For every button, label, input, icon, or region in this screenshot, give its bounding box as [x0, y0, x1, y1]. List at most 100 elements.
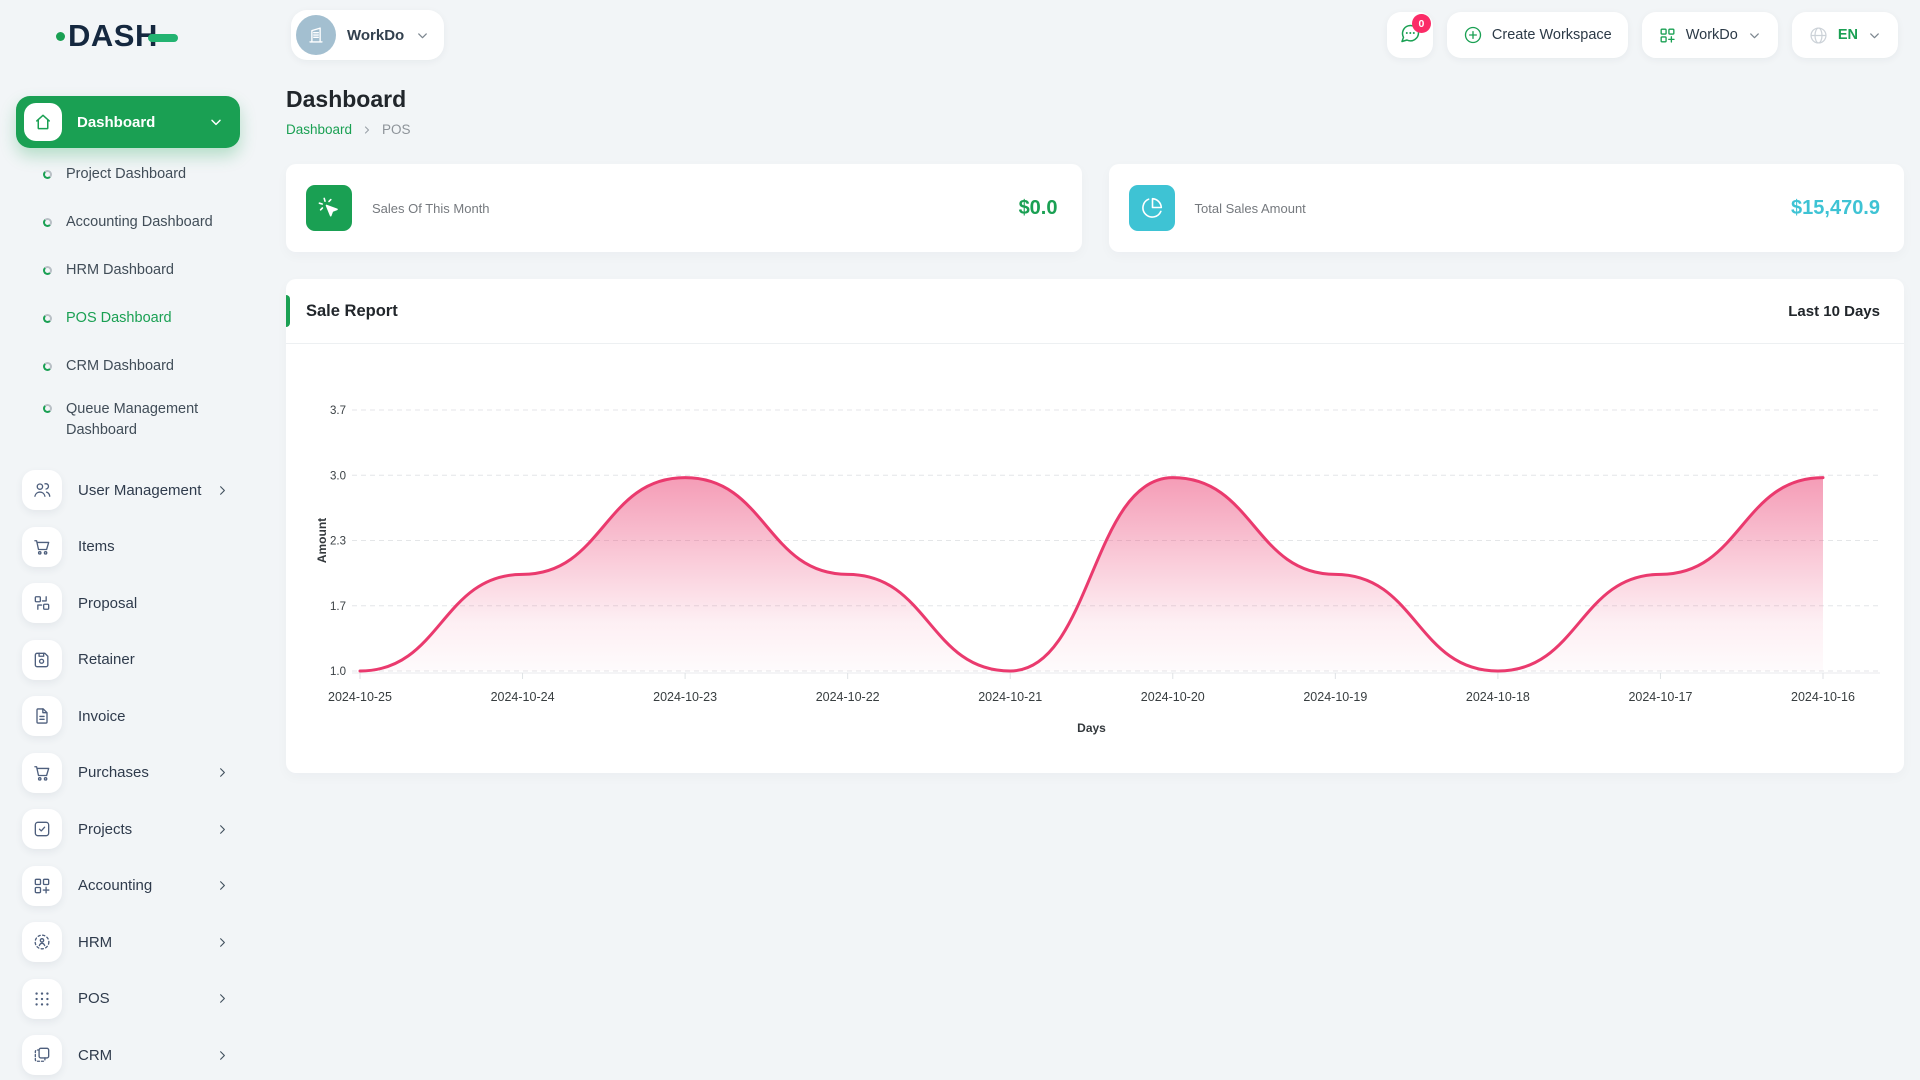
sidebar-item-label: Projects: [78, 820, 133, 838]
main-content: Dashboard Dashboard POS Sales Of This Mo…: [286, 72, 1904, 773]
sidebar-item-label: Retainer: [78, 651, 135, 669]
pie-chart-icon: [1128, 185, 1175, 231]
retainer-icon: [22, 639, 62, 680]
svg-text:2024-10-25: 2024-10-25: [328, 690, 392, 704]
sidebar-subitem-label: HRM Dashboard: [66, 262, 174, 278]
sidebar-item-hrm[interactable]: HRM: [0, 914, 258, 971]
proposal-icon: [22, 583, 62, 624]
language-label: EN: [1837, 27, 1858, 43]
chart-title: Sale Report: [306, 301, 398, 320]
svg-text:2024-10-20: 2024-10-20: [1141, 690, 1205, 704]
stat-label: Total Sales Amount: [1194, 200, 1306, 216]
svg-text:2024-10-18: 2024-10-18: [1466, 690, 1530, 704]
messages-button[interactable]: 0: [1386, 12, 1433, 58]
svg-text:Amount: Amount: [315, 518, 329, 563]
check-square-icon: [22, 809, 62, 850]
sidebar-subitem-label: Project Dashboard: [66, 166, 187, 182]
sidebar-item-invoice[interactable]: Invoice: [0, 688, 258, 745]
sidebar-subitem-crm-dashboard[interactable]: CRM Dashboard: [0, 342, 258, 390]
stat-label: Sales Of This Month: [372, 200, 490, 216]
svg-text:2024-10-19: 2024-10-19: [1303, 690, 1367, 704]
logo-text: DASH: [68, 18, 158, 53]
sidebar-subitem-label: Accounting Dashboard: [66, 214, 213, 230]
overlap-squares-icon: [22, 1035, 62, 1076]
language-selector[interactable]: EN: [1791, 12, 1898, 58]
breadcrumb-current: POS: [382, 122, 411, 137]
sidebar-menu: User Management Items Proposal Retainer Invo…: [0, 462, 258, 1080]
workspace-name: WorkDo: [347, 26, 405, 44]
workspace-avatar-building-icon: [296, 15, 336, 55]
sidebar-subitem-project-dashboard[interactable]: Project Dashboard: [0, 150, 258, 198]
chevron-right-icon: [215, 991, 230, 1006]
sidebar-item-proposal[interactable]: Proposal: [0, 575, 258, 632]
brand-logo[interactable]: DASH: [56, 18, 178, 54]
chevron-right-icon: [215, 822, 230, 837]
sale-report-area-chart: 3.7 3.0 2.3 1.7 1.0 2024-10-25 2024-10-24 2024-…: [315, 405, 1880, 735]
progress-ring-icon: [43, 265, 52, 275]
create-workspace-button[interactable]: Create Workspace: [1446, 12, 1628, 58]
workspace-switcher-button[interactable]: WorkDo: [1641, 12, 1778, 58]
chevron-down-icon: [415, 28, 430, 43]
page-title: Dashboard: [286, 86, 407, 112]
sidebar-item-pos[interactable]: POS: [0, 971, 258, 1028]
sidebar-subitem-hrm-dashboard[interactable]: HRM Dashboard: [0, 246, 258, 294]
progress-ring-icon: [43, 361, 52, 371]
breadcrumb: Dashboard POS: [286, 122, 1904, 137]
svg-text:1.0: 1.0: [330, 666, 346, 678]
chart-period-label: Last 10 Days: [1788, 302, 1880, 320]
grid-plus-icon: [22, 865, 62, 906]
svg-text:2024-10-17: 2024-10-17: [1628, 690, 1692, 704]
sidebar-subitem-queue-management-dashboard[interactable]: Queue Management Dashboard: [0, 390, 258, 454]
sidebar-item-purchases[interactable]: Purchases: [0, 745, 258, 802]
sale-report-header: Sale Report Last 10 Days: [286, 279, 1904, 344]
stat-card-sales-of-this-month: Sales Of This Month $0.0: [286, 164, 1082, 252]
sidebar-item-projects[interactable]: Projects: [0, 801, 258, 858]
svg-text:3.0: 3.0: [330, 470, 346, 482]
logo-dash-icon: [147, 34, 178, 42]
sidebar-item-label: Invoice: [78, 707, 126, 725]
unread-count-badge: 0: [1411, 14, 1431, 33]
home-icon: [24, 103, 62, 141]
svg-text:3.7: 3.7: [330, 405, 346, 417]
sidebar-item-accounting[interactable]: Accounting: [0, 858, 258, 915]
cart-icon: [22, 526, 62, 567]
chevron-right-icon: [215, 1048, 230, 1063]
chevron-right-icon: [361, 124, 373, 136]
svg-text:2024-10-21: 2024-10-21: [978, 690, 1042, 704]
stat-cards-row: Sales Of This Month $0.0 Total Sales Amo…: [286, 164, 1904, 252]
stat-value: $15,470.9: [1791, 196, 1880, 219]
stat-value: $0.0: [1018, 196, 1058, 219]
breadcrumb-dashboard-link[interactable]: Dashboard: [286, 122, 353, 137]
globe-icon: [1808, 25, 1829, 46]
pointer-click-icon: [306, 185, 352, 231]
sidebar-subitem-pos-dashboard[interactable]: POS Dashboard: [0, 294, 258, 342]
sidebar-item-label: User Management: [78, 481, 202, 499]
sidebar-item-label: CRM: [78, 1046, 113, 1064]
scan-user-icon: [22, 922, 62, 963]
dots-grid-icon: [22, 978, 62, 1019]
cart-icon: [22, 752, 62, 793]
sidebar-item-items[interactable]: Items: [0, 519, 258, 576]
sidebar-item-dashboard[interactable]: Dashboard: [16, 96, 240, 148]
progress-ring-icon: [43, 217, 52, 227]
topbar: WorkDo 0 Create Workspace WorkDo EN: [258, 0, 1920, 72]
workspace-selector[interactable]: WorkDo: [291, 10, 445, 60]
sidebar-item-user-management[interactable]: User Management: [0, 462, 258, 519]
sidebar-subitem-label: CRM Dashboard: [66, 358, 174, 374]
sidebar-subitem-accounting-dashboard[interactable]: Accounting Dashboard: [0, 198, 258, 246]
chevron-right-icon: [215, 878, 230, 893]
logo-dot-icon: [56, 31, 65, 41]
sidebar-item-label: Purchases: [78, 764, 149, 782]
sidebar-item-retainer[interactable]: Retainer: [0, 632, 258, 689]
chevron-right-icon: [215, 483, 230, 498]
plus-circle-icon: [1463, 25, 1483, 45]
chevron-down-icon: [1747, 28, 1762, 43]
sidebar-subitem-label: POS Dashboard: [66, 310, 172, 326]
sidebar-item-label: Accounting: [78, 877, 153, 895]
svg-text:1.7: 1.7: [330, 601, 346, 613]
grid-plus-icon: [1658, 26, 1677, 45]
sidebar-item-crm[interactable]: CRM: [0, 1027, 258, 1080]
sidebar-item-label: Proposal: [78, 594, 138, 612]
svg-text:2.3: 2.3: [330, 536, 346, 548]
